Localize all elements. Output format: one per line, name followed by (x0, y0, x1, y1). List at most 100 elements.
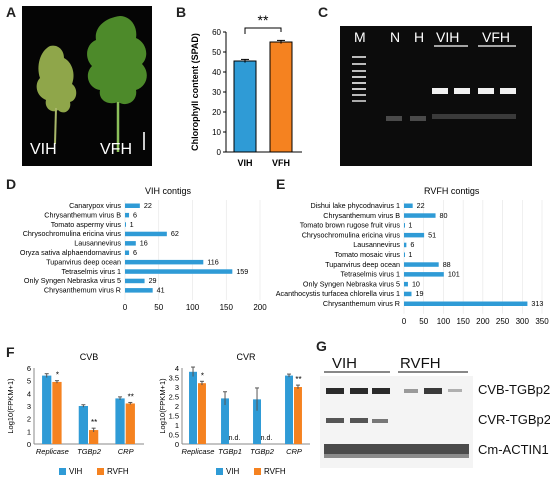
photo-label-vih: VIH (30, 141, 57, 158)
e-bar (404, 242, 407, 248)
band-vih-1 (432, 88, 448, 94)
e-value-label: 22 (417, 201, 425, 210)
f1-title: CVB (80, 352, 99, 362)
d-x-tick-label: 150 (220, 303, 234, 312)
e-bar (404, 301, 528, 306)
f1-y-tick-label: 2 (27, 415, 31, 424)
d-value-label: 116 (207, 257, 218, 266)
e-x-tick-label: 100 (437, 317, 451, 326)
e-title: RVFH contigs (424, 186, 480, 196)
f2-bar (294, 387, 302, 444)
f1-bar (42, 375, 52, 444)
f2-title: CVR (236, 352, 256, 362)
d-category-label: Tomato aspermy virus (51, 220, 122, 229)
e-value-label: 88 (443, 260, 451, 269)
f2-x-tick-label: Replicase (182, 447, 215, 456)
e-value-label: 101 (448, 270, 460, 279)
f2-y-tick-label: 3 (175, 383, 179, 392)
e-x-tick-label: 200 (476, 317, 490, 326)
e-bar (404, 223, 405, 228)
e-value-label: 10 (412, 279, 420, 288)
f2-legend-swatch (216, 468, 223, 475)
band-smear (432, 114, 516, 119)
e-bar (404, 262, 439, 267)
e-category-label: Tomato brown rugose fruit virus (300, 221, 401, 230)
f1-y-tick-label: 3 (27, 402, 31, 411)
e-category-label: Only Syngen Nebraska virus 5 (303, 279, 400, 288)
d-value-label: 22 (144, 201, 152, 210)
d-category-label: Chrysanthemum virus B (44, 210, 121, 219)
f2-significance-mark: ** (295, 375, 301, 384)
e-bar (404, 291, 412, 297)
f2-bar (221, 398, 229, 444)
lane-label-vih: VIH (436, 29, 459, 45)
small-leaf-stem (54, 107, 57, 145)
f1-legend-swatch (59, 468, 66, 475)
d-bar (125, 222, 126, 227)
blot-row-cvr (326, 418, 388, 423)
panel-label-c: C (318, 4, 329, 20)
f2-bar (253, 399, 261, 444)
d-bar (125, 241, 136, 246)
f2-y-tick-label: 0.5 (169, 431, 179, 440)
blot-row-actin (324, 444, 469, 458)
e-category-label: Lausannevirus (353, 240, 400, 249)
band-n (386, 116, 402, 121)
lane-label-m: M (354, 29, 366, 45)
f1-bar (115, 398, 125, 444)
f2-x-tick-label: CRP (286, 447, 302, 456)
blot-label-cvb: CVB-TGBp2 (478, 382, 550, 397)
b-bar (269, 41, 293, 153)
f2-y-axis-label: Log10(FPKM+1) (158, 378, 167, 434)
photo-label-vfh: VFH (100, 141, 132, 158)
e-value-label: 313 (531, 299, 543, 308)
e-x-tick-label: 50 (419, 317, 428, 326)
b-x-tick-label: VIH (237, 158, 252, 168)
e-value-label: 80 (440, 211, 448, 220)
d-x-tick-label: 50 (154, 303, 163, 312)
b-y-tick-label: 40 (212, 68, 221, 77)
f1-bar (78, 406, 88, 444)
d-category-label: Oryza sativa alphaendornavirus (20, 248, 121, 257)
e-category-label: Chrysanthemum virus R (323, 299, 400, 308)
f1-y-tick-label: 5 (27, 377, 31, 386)
e-x-tick-label: 300 (516, 317, 530, 326)
f1-legend-label: VIH (69, 467, 83, 476)
small-leaf-shape (36, 45, 77, 113)
d-value-label: 41 (157, 286, 165, 295)
f2-y-tick-label: 3.5 (169, 374, 179, 383)
f1-y-tick-label: 0 (27, 440, 31, 449)
band-h (410, 116, 426, 121)
b-y-tick-label: 0 (217, 148, 222, 157)
b-x-tick-label: VFH (272, 158, 290, 168)
f1-y-tick-label: 4 (27, 389, 31, 398)
e-bar (404, 272, 444, 277)
d-bar (125, 203, 140, 208)
b-y-tick-label: 30 (212, 88, 221, 97)
f2-significance-mark: n.d. (261, 435, 273, 442)
b-significance-bracket (244, 27, 282, 34)
f1-significance-mark: ** (128, 392, 134, 401)
d-value-label: 62 (171, 229, 179, 238)
e-category-label: Tomato mosaic virus (334, 250, 400, 259)
d-category-label: Chrysanthemum virus R (44, 286, 121, 295)
chart-b: 0 10 20 30 40 50 60 Chlorophyll content (SPAD) V… (190, 12, 302, 168)
f2-legend-label: RVFH (264, 467, 286, 476)
f2-significance-mark: n.d. (229, 435, 241, 442)
e-value-label: 1 (408, 221, 412, 230)
lane-label-n: N (390, 29, 400, 45)
d-category-label: Chrysochromulina ericina virus (23, 229, 122, 238)
chart-d: VIH contigs 0 50 100 150 200 Canarypox virus 22… (20, 186, 267, 312)
lane-label-h: H (414, 29, 424, 45)
band-vfh-2 (500, 88, 516, 94)
e-bar (404, 213, 436, 218)
e-bar (404, 281, 408, 287)
blot-group-vih: VIH (332, 355, 357, 372)
b-y-tick-label: 50 (212, 48, 221, 57)
panel-label-e: E (276, 176, 286, 192)
f2-x-tick-label: TGBp2 (250, 447, 275, 456)
chart-f-cvb: CVB 0 1 2 3 4 5 6 Log10(FPKM+1) * Replicase ** TGBp2… (6, 352, 144, 476)
panel-label-g: G (316, 338, 327, 354)
f1-legend-swatch (97, 468, 104, 475)
f2-bar (189, 371, 197, 444)
